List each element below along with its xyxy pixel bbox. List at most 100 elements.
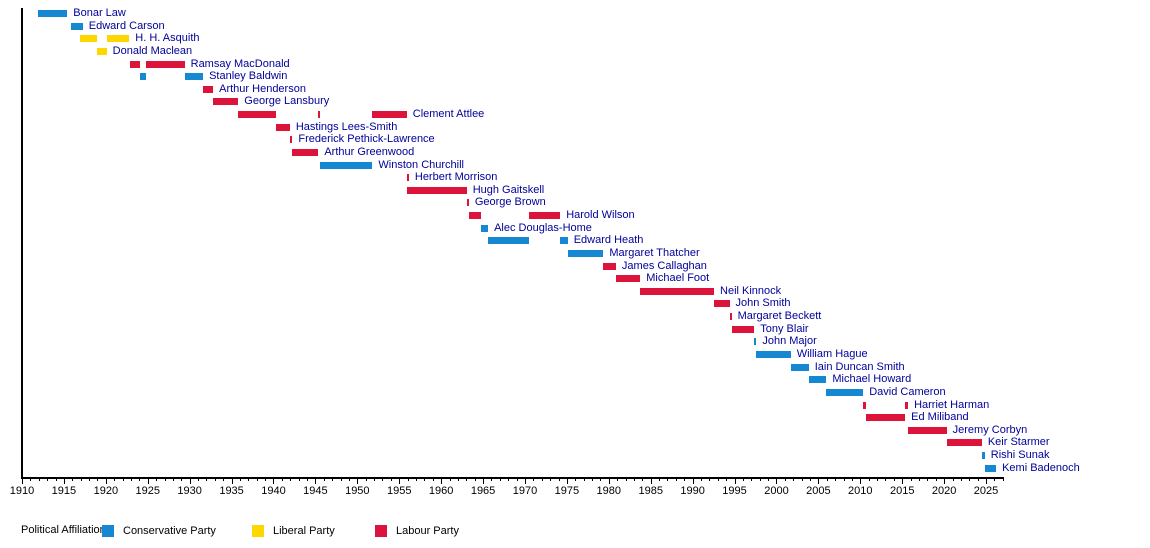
term-bar xyxy=(466,199,469,207)
term-bar xyxy=(731,325,755,333)
axis-minor-tick xyxy=(952,478,954,481)
axis-minor-tick xyxy=(893,478,895,481)
person-label: Herbert Morrison xyxy=(414,171,498,184)
person-label: Michael Foot xyxy=(646,272,710,285)
axis-minor-tick xyxy=(675,478,677,481)
term-bar xyxy=(826,388,864,396)
term-bar xyxy=(615,275,641,283)
term-bar xyxy=(97,47,107,55)
axis-minor-tick xyxy=(868,478,870,481)
axis-minor-tick xyxy=(625,478,627,481)
axis-major-tick xyxy=(63,478,65,484)
legend-label: Liberal Party xyxy=(273,525,335,537)
axis-minor-tick xyxy=(935,478,937,481)
axis-minor-tick xyxy=(474,478,476,481)
axis-minor-tick xyxy=(181,478,183,481)
axis-minor-tick xyxy=(960,478,962,481)
legend-title: Political Affiliation: xyxy=(21,524,109,536)
axis-minor-tick xyxy=(684,478,686,481)
axis-major-tick xyxy=(524,478,526,484)
axis-major-tick xyxy=(944,478,946,484)
x-axis-line xyxy=(21,477,1005,479)
axis-minor-tick xyxy=(139,478,141,481)
axis-minor-tick xyxy=(239,478,241,481)
axis-minor-tick xyxy=(407,478,409,481)
axis-minor-tick xyxy=(910,478,912,481)
axis-minor-tick xyxy=(122,478,124,481)
axis-major-tick xyxy=(608,478,610,484)
person-label: James Callaghan xyxy=(621,259,707,272)
axis-minor-tick xyxy=(198,478,200,481)
term-bar xyxy=(714,300,730,308)
axis-minor-tick xyxy=(550,478,552,481)
axis-minor-tick xyxy=(659,478,661,481)
term-bar xyxy=(320,161,373,169)
axis-major-tick xyxy=(818,478,820,484)
axis-minor-tick xyxy=(726,478,728,481)
axis-minor-tick xyxy=(541,478,543,481)
axis-tick-label: 1915 xyxy=(51,485,77,497)
axis-minor-tick xyxy=(164,478,166,481)
axis-minor-tick xyxy=(114,478,116,481)
person-label: Harriet Harman xyxy=(914,398,990,411)
term-bar xyxy=(754,338,757,346)
axis-minor-tick xyxy=(256,478,258,481)
person-label: William Hague xyxy=(796,348,868,360)
axis-minor-tick xyxy=(390,478,392,481)
person-label: Edward Heath xyxy=(573,234,644,247)
term-bar xyxy=(276,123,290,131)
axis-major-tick xyxy=(692,478,694,484)
person-label: Frederick Pethick-Lawrence xyxy=(298,133,435,146)
term-bar xyxy=(866,414,906,422)
axis-major-tick xyxy=(860,478,862,484)
axis-minor-tick xyxy=(281,478,283,481)
term-bar xyxy=(289,136,293,144)
axis-tick-label: 1935 xyxy=(219,485,244,497)
term-bar xyxy=(729,313,732,321)
term-bar xyxy=(808,376,827,384)
axis-minor-tick xyxy=(533,478,535,481)
person-label: Keir Starmer xyxy=(987,436,1050,449)
axis-minor-tick xyxy=(340,478,342,481)
axis-tick-label: 1945 xyxy=(303,485,328,497)
axis-minor-tick xyxy=(172,478,174,481)
axis-minor-tick xyxy=(583,478,585,481)
person-label: Neil Kinnock xyxy=(720,284,782,297)
axis-minor-tick xyxy=(558,478,560,481)
axis-minor-tick xyxy=(768,478,770,481)
person-label: George Brown xyxy=(474,196,546,209)
term-bar xyxy=(407,186,467,194)
axis-major-tick xyxy=(399,478,401,484)
person-label: John Major xyxy=(762,335,817,348)
axis-minor-tick xyxy=(348,478,350,481)
axis-major-tick xyxy=(776,478,778,484)
term-bar xyxy=(213,98,239,106)
axis-minor-tick xyxy=(248,478,250,481)
axis-major-tick xyxy=(22,478,23,484)
term-bar xyxy=(292,148,319,156)
term-bar xyxy=(560,237,568,245)
person-label: Jeremy Corbyn xyxy=(952,423,1028,436)
axis-minor-tick xyxy=(432,478,434,481)
axis-tick-label: 1940 xyxy=(261,485,286,497)
axis-minor-tick xyxy=(784,478,786,481)
person-label: Hugh Gaitskell xyxy=(472,183,545,196)
axis-tick-label: 1910 xyxy=(9,485,35,497)
axis-minor-tick xyxy=(156,478,158,481)
term-bar xyxy=(946,439,982,447)
axis-tick-label: 1965 xyxy=(470,485,496,497)
term-bar xyxy=(129,60,140,68)
axis-tick-label: 1955 xyxy=(386,485,412,497)
axis-tick-label: 1970 xyxy=(512,485,538,497)
axis-minor-tick xyxy=(323,478,325,481)
axis-minor-tick xyxy=(994,478,996,481)
axis-minor-tick xyxy=(667,478,669,481)
person-label: Ed Miliband xyxy=(911,411,969,424)
legend-item-liberal: Liberal Party xyxy=(252,523,335,539)
term-bar xyxy=(755,351,791,358)
axis-tick-label: 2020 xyxy=(931,485,957,497)
axis-minor-tick xyxy=(449,478,451,481)
term-bar xyxy=(481,224,489,232)
axis-major-tick xyxy=(650,478,652,484)
axis-tick-label: 1985 xyxy=(638,485,663,497)
